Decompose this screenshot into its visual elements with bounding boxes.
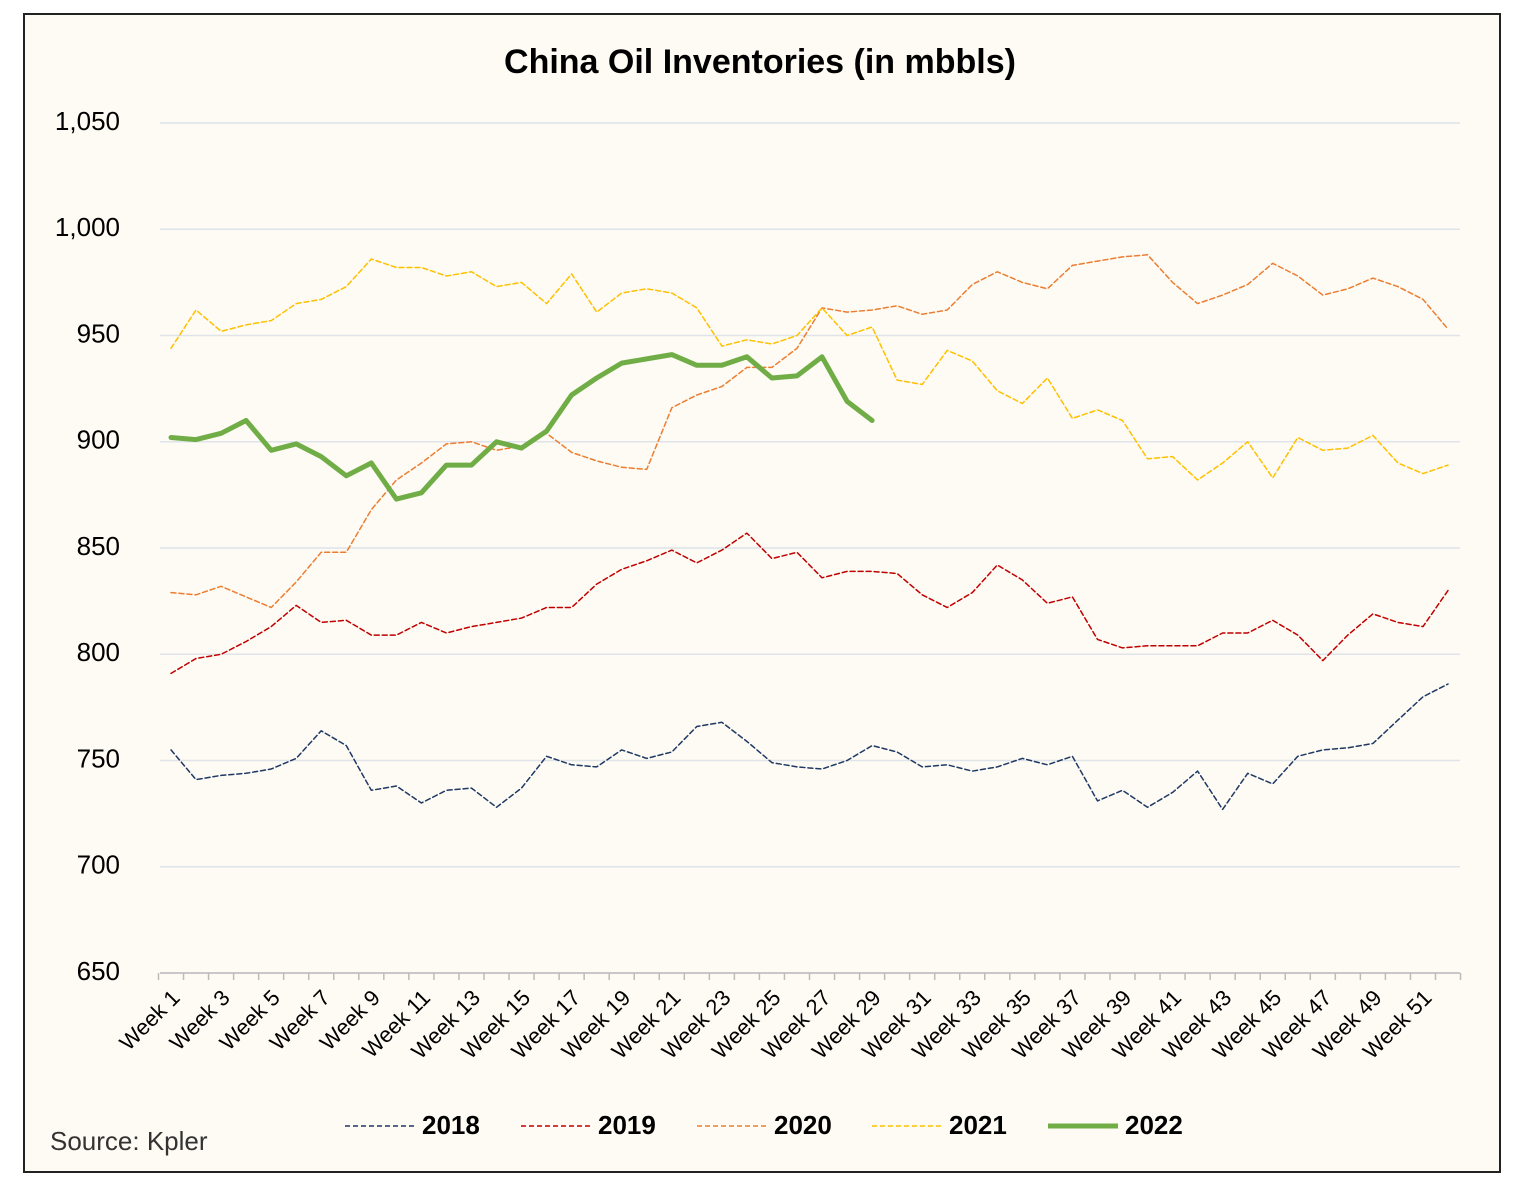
series-line: [170, 254, 1449, 609]
chart-frame: [23, 13, 1501, 1173]
source: Source: Kpler: [50, 1126, 208, 1156]
legend-label: 2021: [949, 1110, 1007, 1140]
legend-label: 2022: [1125, 1110, 1183, 1140]
y-tick-label: 900: [77, 425, 120, 455]
y-tick-label: 850: [77, 531, 120, 561]
series-line: [170, 258, 1449, 481]
series-line: [170, 532, 1449, 675]
y-tick-label: 1,000: [55, 212, 120, 242]
y-tick-label: 650: [77, 956, 120, 986]
y-tick-label: 800: [77, 637, 120, 667]
y-tick-label: 700: [77, 850, 120, 880]
y-tick-label: 1,050: [55, 106, 120, 136]
series-line: [168, 352, 875, 502]
y-tick-label: 750: [77, 743, 120, 773]
chart-title: China Oil Inventories (in mbbls): [504, 43, 1016, 81]
series-line: [170, 683, 1449, 811]
legend-label: 2020: [774, 1110, 832, 1140]
y-tick-label: 950: [77, 318, 120, 348]
legend-label: 2019: [598, 1110, 656, 1140]
legend-label: 2018: [422, 1110, 480, 1140]
